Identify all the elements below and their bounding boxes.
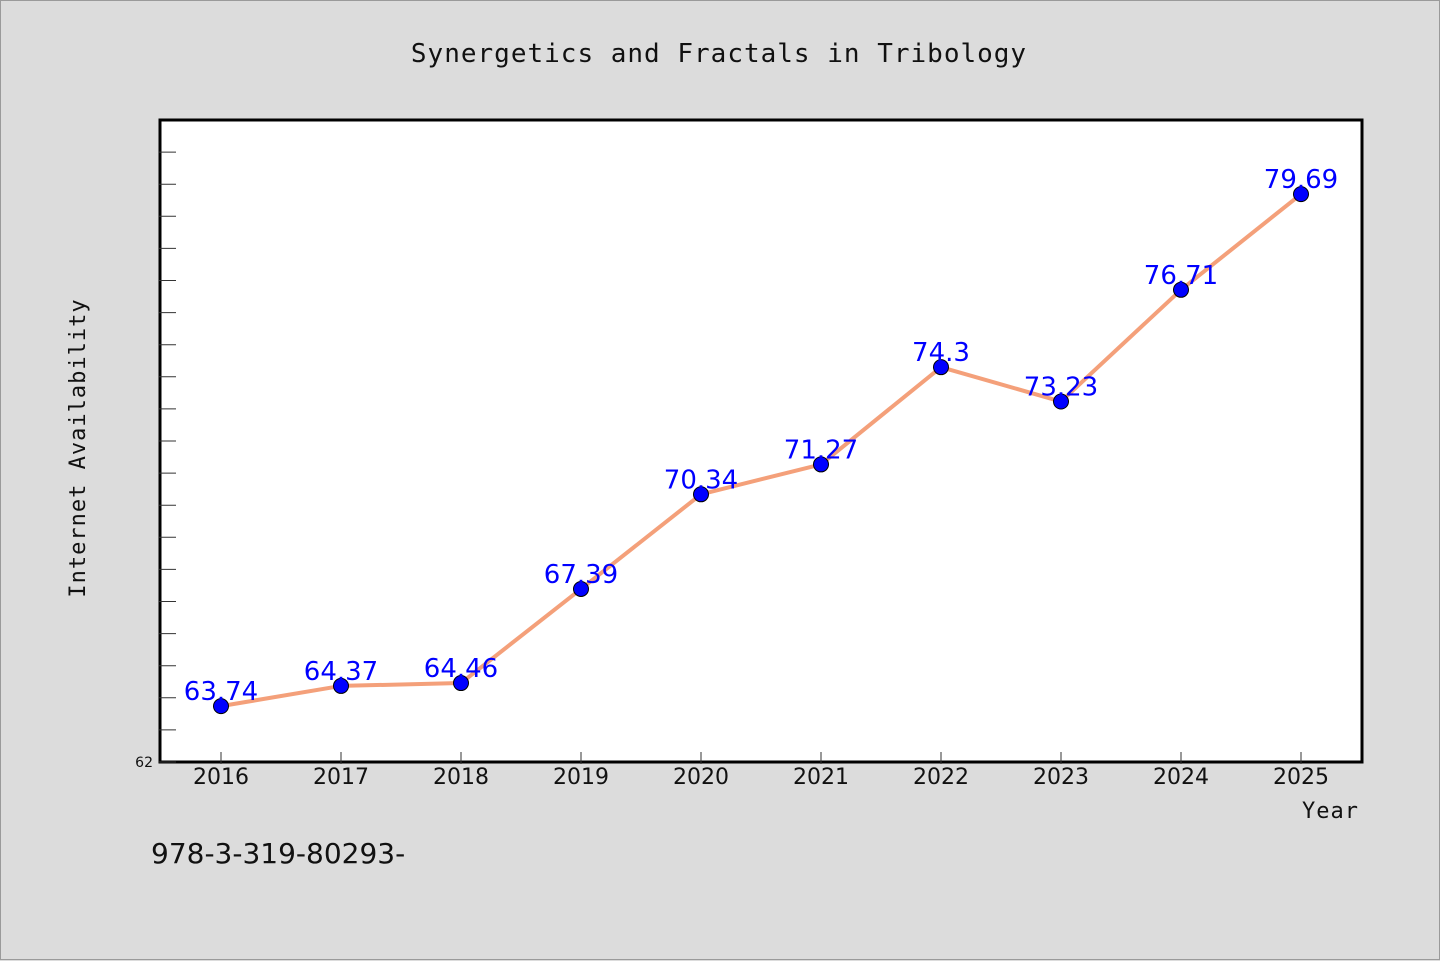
x-tick-label: 2019: [553, 765, 609, 790]
x-tick-label: 2020: [673, 765, 729, 790]
x-axis-label: Year: [1302, 799, 1359, 824]
y-axis-min-label: 62: [135, 755, 153, 771]
x-tick-label: 2024: [1153, 765, 1209, 790]
x-tick-label: 2017: [313, 765, 369, 790]
data-label: 67.39: [544, 560, 618, 590]
data-point: [573, 580, 589, 597]
data-label: 74.3: [912, 338, 970, 368]
data-point: [333, 677, 349, 694]
y-axis-ticks: [159, 151, 176, 763]
data-label: 76.71: [1144, 261, 1218, 291]
data-point: [813, 456, 829, 473]
x-tick-label: 2022: [913, 765, 969, 790]
data-label: 79.69: [1264, 165, 1338, 195]
data-point: [1173, 281, 1189, 298]
data-point: [453, 675, 469, 692]
series-layer: 63.74 64.37 64.46 67.39 70.34 71.27 74.3 73.23 7…: [184, 165, 1338, 715]
data-label: 64.46: [424, 654, 498, 684]
x-axis-ticks: 2016 2017 2018 2019 2020 2021 2022 2023 2024 2025: [193, 752, 1329, 790]
data-label: 71.27: [784, 435, 858, 465]
x-tick-label: 2021: [793, 765, 849, 790]
x-tick-label: 2018: [433, 765, 489, 790]
data-point: [213, 698, 229, 715]
chart-title: Synergetics and Fractals in Tribology: [411, 39, 1027, 69]
data-label: 73.23: [1024, 373, 1098, 403]
data-point: [933, 359, 949, 376]
data-label: 70.34: [664, 465, 738, 495]
plot-area: [158, 118, 1364, 764]
y-axis-label: Internet Availability: [66, 298, 91, 597]
x-tick-label: 2023: [1033, 765, 1089, 790]
x-tick-label: 2016: [193, 765, 249, 790]
data-label: 63.74: [184, 677, 258, 707]
data-point: [693, 486, 709, 503]
data-point: [1293, 186, 1309, 203]
data-label: 64.37: [304, 657, 378, 687]
series-line: [219, 192, 1303, 709]
data-point: [1053, 393, 1069, 410]
x-tick-label: 2025: [1273, 765, 1329, 790]
isbn-text: 978-3-319-80293-: [151, 837, 405, 870]
